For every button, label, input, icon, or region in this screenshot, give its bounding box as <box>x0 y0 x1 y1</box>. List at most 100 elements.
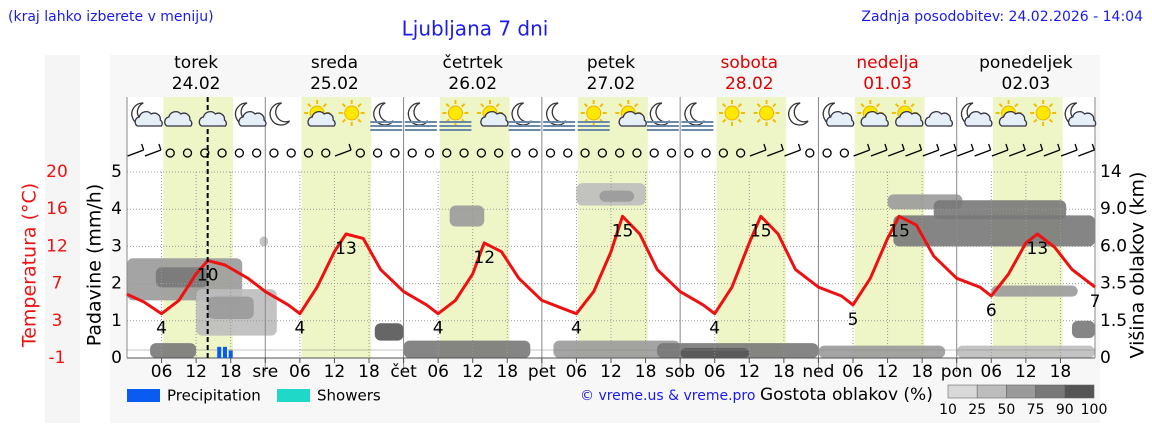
wind-calm <box>511 148 521 158</box>
moon <box>373 102 394 126</box>
wind-barb <box>127 149 144 157</box>
x-tick-label: 12 <box>324 362 346 382</box>
x-tick-label: 18 <box>1050 362 1072 382</box>
temperature-label: 4 <box>571 319 582 339</box>
daylight-band <box>578 97 648 358</box>
wind-barb-flag <box>970 143 974 151</box>
wind-barb-flag <box>797 143 802 151</box>
x-tick-label: 12 <box>185 362 207 382</box>
sun-ray <box>599 103 604 108</box>
wind-barb <box>887 149 905 157</box>
temperature-label: 4 <box>709 319 720 339</box>
sun-ray <box>480 103 485 108</box>
wind-barb-flag <box>780 143 784 151</box>
legend-swatch <box>277 389 310 402</box>
sun-ray <box>461 103 466 108</box>
legend-swatch <box>127 389 160 402</box>
cloud-density <box>150 343 197 358</box>
precip-bar <box>217 346 222 358</box>
wind-calm <box>269 148 279 158</box>
weather-icon <box>439 100 472 131</box>
sun-ray <box>445 103 450 108</box>
wind-calm <box>372 148 383 158</box>
cloud <box>998 111 1028 127</box>
y2-tick-label: 14 <box>1100 162 1122 182</box>
weather-icon <box>234 102 267 127</box>
wind-calm <box>442 148 452 158</box>
wind-calm <box>580 148 590 158</box>
temperature-label: 15 <box>612 221 634 241</box>
wind-barb <box>957 149 974 157</box>
wind-calm <box>459 148 469 158</box>
day-name: sobota <box>721 53 779 73</box>
cloud-density <box>553 340 681 358</box>
temp-tick-label: 20 <box>46 162 68 182</box>
wind-calm <box>684 148 694 158</box>
temperature-label: 13 <box>335 239 357 259</box>
weather-icon <box>1030 100 1057 126</box>
weather-icon <box>543 102 576 131</box>
y-tick-label: 0 <box>111 348 122 368</box>
wind-calm <box>407 148 417 158</box>
colorbar-label: 25 <box>968 402 986 418</box>
wind-barb <box>939 149 957 157</box>
sun-ray <box>998 103 1003 108</box>
wind-barb <box>870 149 888 157</box>
temp-tick-label: 3 <box>52 311 63 331</box>
x-tick-label: 06 <box>566 362 588 382</box>
sun-ray <box>633 103 639 108</box>
x-tick-label: čet <box>390 362 417 382</box>
wind-calm <box>321 148 331 158</box>
x-tick-label: 12 <box>462 362 484 382</box>
colorbar-label: 90 <box>1056 402 1074 418</box>
wind-barb <box>974 149 991 157</box>
wind-barb-flag <box>348 143 352 151</box>
temperature-label: 15 <box>750 221 772 241</box>
y2-tick-label: 1.5 <box>1100 311 1127 331</box>
temp-axis-bg <box>45 55 80 423</box>
sun-ray <box>357 118 362 123</box>
sun-ray <box>583 103 589 108</box>
sun-ray <box>618 103 623 108</box>
day-date: 26.02 <box>448 74 497 94</box>
sun-ray <box>1033 118 1038 123</box>
colorbar-box <box>1035 384 1066 399</box>
precip-bar <box>222 346 227 358</box>
wind-calm <box>217 148 227 158</box>
day-name: nedelja <box>856 53 918 73</box>
wind-calm <box>234 148 245 158</box>
cloud <box>238 111 267 127</box>
y2-tick-label: 0 <box>1100 348 1111 368</box>
update-time: Zadnja posodobitev: 24.02.2026 - 14:04 <box>861 9 1143 25</box>
wind-calm <box>476 148 487 158</box>
temperature-label: 12 <box>473 248 495 268</box>
weather-icon <box>370 102 403 131</box>
wind-calm <box>822 148 832 158</box>
sun-ray <box>894 103 900 108</box>
wind-calm <box>355 148 366 158</box>
wind-calm <box>165 148 175 158</box>
cloud-density <box>155 267 208 288</box>
wind-calm <box>666 148 677 158</box>
wind-calm <box>200 148 210 158</box>
cloud <box>480 111 509 127</box>
precip-axis-title: Padavine (mm/h) <box>84 184 106 347</box>
day-name: ponedeljek <box>979 53 1073 73</box>
weather-icon <box>1064 102 1097 127</box>
temperature-label: 5 <box>848 310 859 330</box>
sun-ray <box>875 103 881 108</box>
cloud-density <box>680 348 750 358</box>
day-name: torek <box>174 53 218 73</box>
precip-bar <box>228 350 233 358</box>
sun <box>724 105 740 121</box>
sun-ray <box>772 103 777 108</box>
wind-calm <box>563 148 573 158</box>
temperature-label: 4 <box>294 319 305 339</box>
cloud-density <box>956 345 1095 358</box>
wind-calm <box>545 148 556 158</box>
weather-icon <box>681 102 714 131</box>
x-tick-label: 06 <box>289 362 311 382</box>
daylight-band <box>439 97 510 358</box>
moon <box>546 102 567 126</box>
weather-icon <box>615 100 647 127</box>
